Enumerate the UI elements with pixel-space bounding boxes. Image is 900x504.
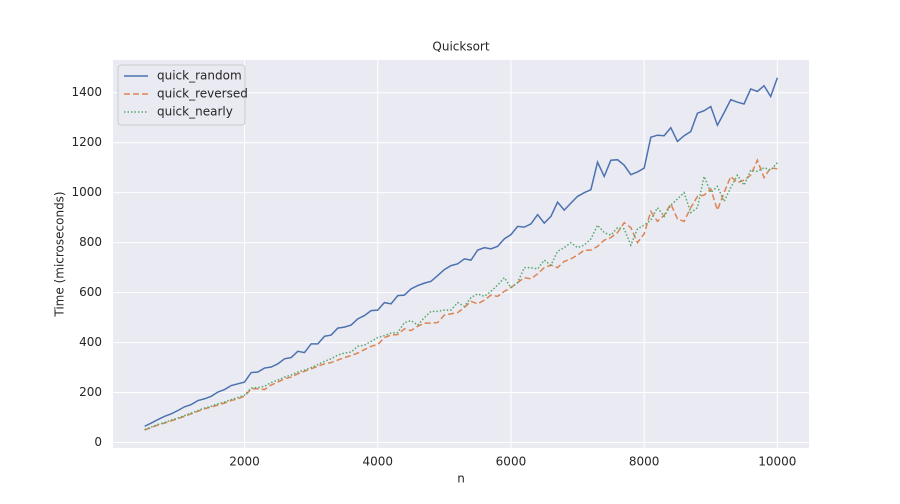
x-tick-label: 10000: [758, 455, 796, 469]
x-tick-label: 8000: [629, 455, 660, 469]
y-tick-label: 1000: [71, 185, 102, 199]
y-tick-label: 200: [79, 385, 102, 399]
y-tick-label: 1200: [71, 135, 102, 149]
x-axis-label: n: [457, 472, 465, 486]
legend-label: quick_random: [157, 69, 242, 83]
x-tick-label: 6000: [496, 455, 527, 469]
legend-box: [117, 64, 246, 126]
y-axis-label: Time (microseconds): [53, 191, 67, 317]
series-line: [144, 162, 778, 431]
chart-title: Quicksort: [432, 40, 489, 54]
x-tick-label: 4000: [362, 455, 393, 469]
legend-label: quick_nearly: [157, 105, 233, 119]
y-tick-label: 800: [79, 235, 102, 249]
y-tick-label: 600: [79, 285, 102, 299]
y-tick-label: 400: [79, 335, 102, 349]
x-tick-label: 2000: [229, 455, 260, 469]
series-line: [144, 77, 779, 427]
y-tick-label: 0: [94, 435, 102, 449]
legend-label: quick_reversed: [157, 87, 248, 101]
y-tick-label: 1400: [71, 85, 102, 99]
